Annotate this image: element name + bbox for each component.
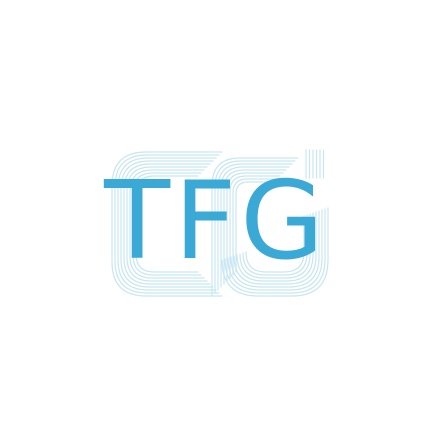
right-outline-line: [221, 207, 329, 297]
left-outline-line: [120, 160, 214, 288]
middle-outline-line: [229, 175, 281, 279]
left-outline-line: [114, 154, 220, 294]
middle-outline-line: [220, 166, 290, 288]
left-outline-line: [123, 163, 211, 285]
middle-outline-line: [235, 181, 275, 273]
right-outline-line: [233, 211, 317, 285]
right-outline-line: [239, 213, 311, 279]
right-outline-shape: [221, 149, 329, 297]
middle-outline-shape: [211, 157, 299, 297]
left-outline-line: [117, 157, 217, 291]
right-outline-line: [236, 212, 314, 282]
right-outline-line: [224, 208, 326, 294]
middle-outline-line: [211, 157, 299, 297]
logo-outline-pattern: [111, 149, 329, 297]
middle-outline-line: [214, 160, 296, 294]
left-outline-shape: [111, 151, 223, 297]
right-outline-line: [227, 209, 323, 291]
logo-text: TFG: [103, 159, 328, 284]
middle-outline-line: [232, 178, 278, 276]
left-outline-line: [129, 169, 205, 279]
middle-outline-line: [223, 169, 287, 285]
middle-outline-line: [226, 172, 284, 282]
right-outline-line: [245, 215, 305, 273]
left-outline-line: [111, 151, 223, 297]
left-outline-line: [135, 175, 199, 273]
middle-outline-line: [217, 163, 293, 291]
right-outline-line: [230, 210, 320, 288]
left-outline-line: [132, 172, 202, 276]
left-outline-line: [126, 166, 208, 282]
right-outline-line: [242, 214, 308, 276]
